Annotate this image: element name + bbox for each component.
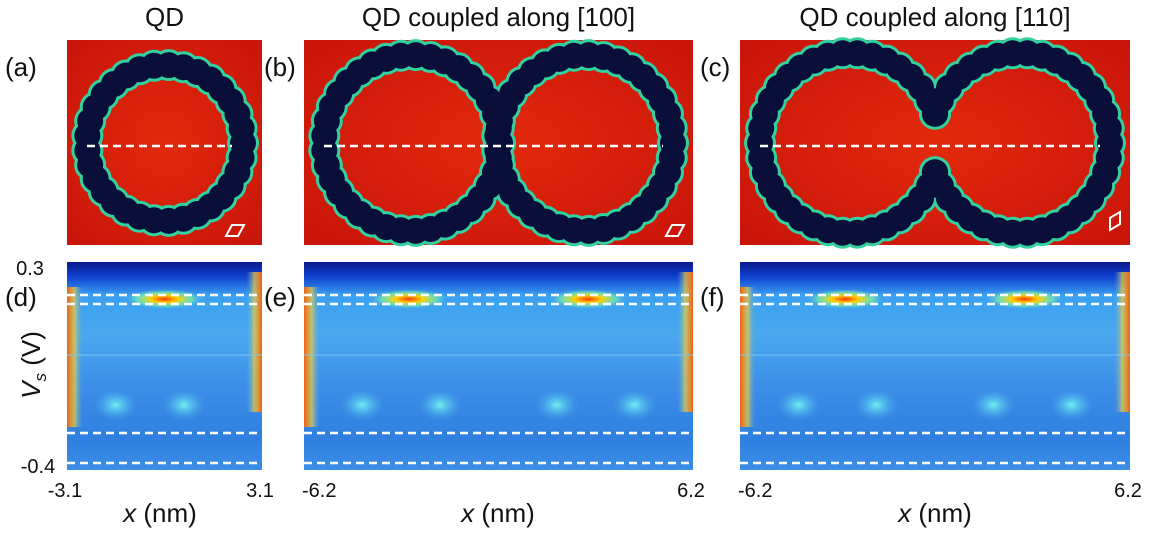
y-min-label: -0.4: [21, 456, 55, 478]
atom: [922, 159, 948, 185]
panel-label: (d): [5, 282, 37, 312]
x-max-label: 6.2: [677, 480, 705, 502]
state-peak: [548, 289, 628, 309]
map-edge-right: [246, 272, 262, 412]
state-lobe: [535, 389, 579, 421]
atom: [1096, 115, 1122, 141]
map-background: [304, 262, 693, 470]
map-edge-right: [677, 272, 693, 412]
panel-label: (e): [264, 282, 296, 312]
x-axis-label: x (nm): [896, 498, 972, 528]
column-title: QD coupled along [110]: [799, 2, 1070, 32]
spectral-map: [67, 262, 262, 470]
x-max-label: 6.2: [1114, 480, 1142, 502]
state-lobe: [777, 389, 821, 421]
x-min-label: -6.2: [738, 480, 772, 502]
x-unit: (nm): [918, 498, 971, 528]
atom: [659, 115, 685, 141]
panel-label: (f): [700, 282, 725, 312]
state-lobe: [855, 389, 899, 421]
state-lobe: [972, 389, 1016, 421]
x-symbol: x: [121, 498, 137, 528]
x-symbol: x: [459, 498, 475, 528]
atom: [229, 115, 255, 141]
state-lobe: [340, 389, 384, 421]
state-lobe: [1050, 389, 1094, 421]
state-lobe: [162, 389, 206, 421]
state-peak: [125, 289, 205, 309]
map-background: [740, 262, 1130, 470]
x-symbol: x: [896, 498, 912, 528]
state-peak: [805, 289, 885, 309]
state-peak: [369, 289, 449, 309]
topography-image: [67, 40, 262, 245]
state-lobe: [418, 389, 462, 421]
map-edge-right: [1114, 272, 1130, 412]
map-edge-left: [304, 287, 320, 427]
y-unit: (V): [16, 331, 46, 366]
panels: [67, 37, 1130, 470]
spectral-map: [740, 262, 1130, 470]
x-min-label: -6.2: [302, 480, 336, 502]
topography-image: [304, 39, 693, 247]
x-space: [474, 498, 481, 528]
y-space: [16, 366, 46, 373]
x-space: [911, 498, 918, 528]
state-lobe: [94, 389, 138, 421]
x-axis-label: x (nm): [459, 498, 535, 528]
panel-label: (b): [264, 52, 296, 82]
map-edge-left: [67, 287, 83, 427]
x-max-label: 3.1: [246, 480, 274, 502]
x-unit: (nm): [143, 498, 196, 528]
column-title: QD: [145, 2, 184, 32]
y-axis-label: Vs (V): [16, 331, 50, 399]
spectral-map: [304, 262, 693, 470]
column-title: QD coupled along [100]: [362, 2, 635, 32]
panel-label: (c): [700, 52, 730, 82]
state-lobe: [613, 389, 657, 421]
x-axis-label: x (nm): [121, 498, 197, 528]
figure: QD (a) (d) -3.1 3.1 x (nm) QD coupled along [1…: [0, 0, 1154, 529]
x-unit: (nm): [481, 498, 534, 528]
panel-label: (a): [5, 52, 37, 82]
map-edge-left: [740, 287, 756, 427]
topography-image: [740, 37, 1130, 248]
x-min-label: -3.1: [48, 480, 82, 502]
x-space: [136, 498, 143, 528]
state-peak: [985, 289, 1065, 309]
y-max-label: 0.3: [16, 258, 44, 280]
